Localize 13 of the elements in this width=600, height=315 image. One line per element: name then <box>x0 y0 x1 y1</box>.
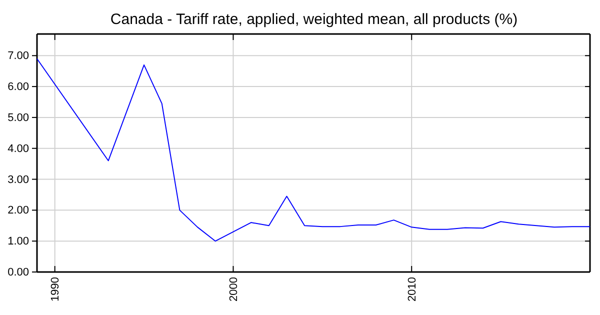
y-tick-label: 2.00 <box>8 204 29 217</box>
line-series <box>36 58 590 242</box>
y-tick-label: 1.00 <box>8 236 29 248</box>
y-tick-label: 4.00 <box>8 142 29 155</box>
y-tick-label: 5.00 <box>8 112 29 124</box>
x-tick-label: 1990 <box>50 277 62 302</box>
x-tick-label: 2010 <box>406 277 418 302</box>
x-tick-label: 2000 <box>228 277 240 302</box>
y-tick-label: 6.00 <box>8 81 29 94</box>
y-tick-label: 7.00 <box>8 50 29 62</box>
y-tick-label: 3.00 <box>8 174 29 186</box>
chart-title: Canada - Tariff rate, applied, weighted mean, all products (%) <box>110 11 518 28</box>
y-tick-label: 0.00 <box>8 266 29 279</box>
